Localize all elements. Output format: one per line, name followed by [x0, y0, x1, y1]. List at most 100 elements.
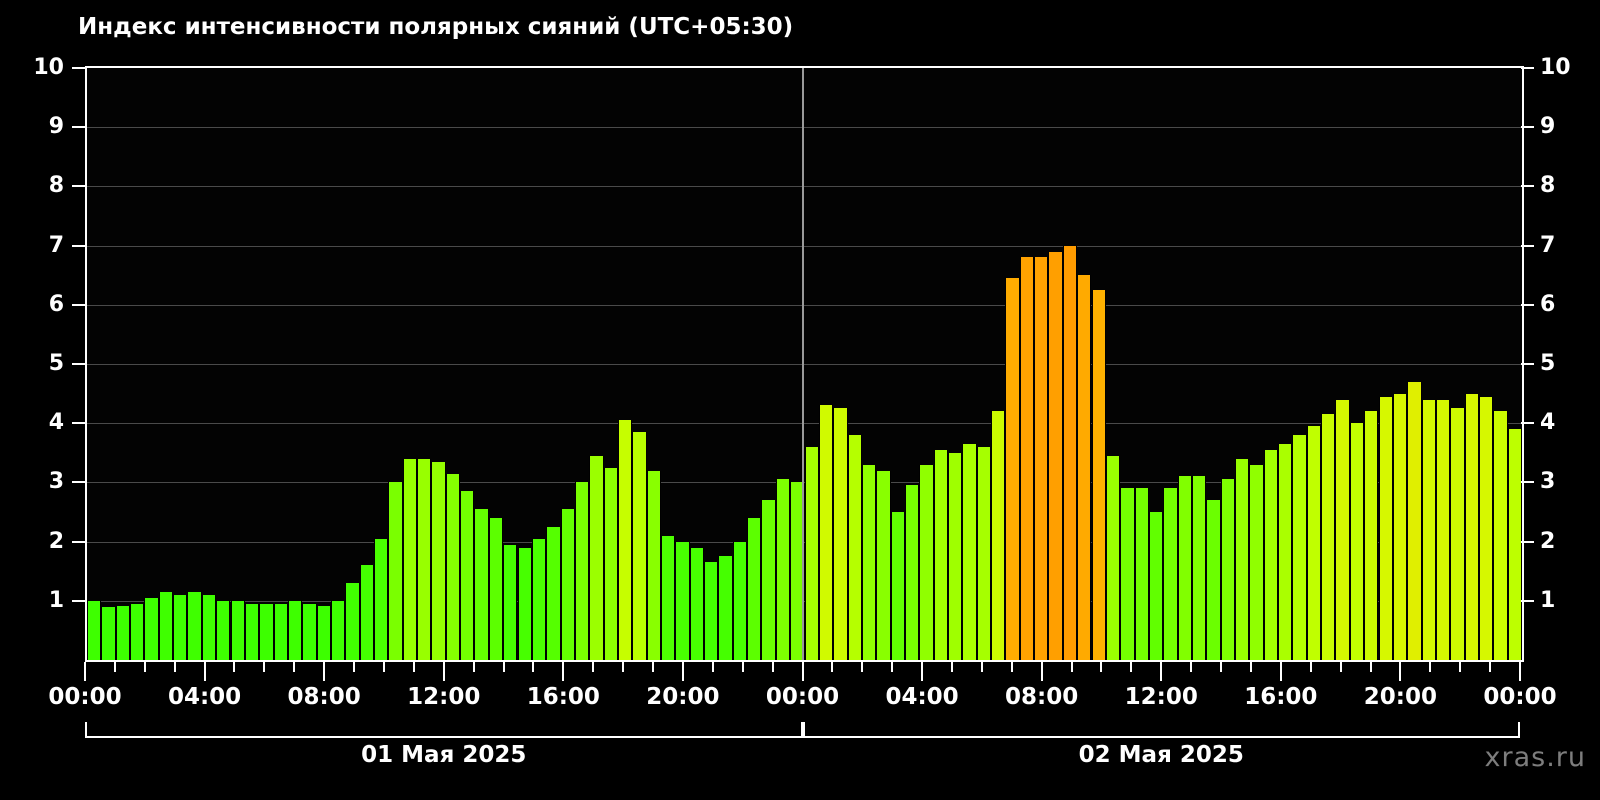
- x-axis-tick-minor: [1070, 662, 1073, 672]
- x-axis-tick-minor: [980, 662, 983, 672]
- bar: [431, 461, 446, 660]
- gridline-8: [87, 186, 1522, 188]
- x-axis-tick-major: [323, 662, 326, 681]
- bar: [704, 562, 719, 660]
- bar: [1450, 408, 1465, 660]
- plot-top-border: [85, 66, 1524, 68]
- x-axis-tick-minor: [472, 662, 475, 672]
- bar-series: [87, 68, 1522, 660]
- y-axis-tick-label-right-3: 3: [1540, 469, 1556, 495]
- bar: [1105, 455, 1121, 660]
- y-axis-tick-label-right-9: 9: [1540, 114, 1556, 140]
- gridline-6: [87, 304, 1522, 306]
- bar: [330, 600, 346, 660]
- y-axis-tick-mark-right: [1521, 67, 1534, 69]
- bar: [1364, 411, 1379, 660]
- bar: [445, 473, 461, 660]
- y-axis-tick-mark-right: [1521, 363, 1534, 365]
- bar: [1134, 488, 1149, 660]
- page-title: Индекс интенсивности полярных сияний (UT…: [78, 14, 794, 40]
- y-axis-tick-mark-left: [72, 481, 85, 484]
- x-axis-tick-minor: [771, 662, 774, 672]
- bar: [1407, 381, 1422, 660]
- x-axis-tick-minor: [1339, 662, 1342, 672]
- bar: [1062, 245, 1078, 660]
- bar: [1034, 257, 1049, 660]
- bar: [503, 544, 518, 660]
- bar: [1392, 393, 1408, 660]
- bar: [919, 464, 934, 660]
- x-axis-tick-major: [84, 662, 86, 681]
- x-axis-tick-major: [1040, 662, 1043, 681]
- y-axis-tick-mark-left: [72, 599, 85, 602]
- bar: [201, 594, 217, 660]
- x-axis-tick-minor: [1100, 662, 1103, 672]
- gridline-5: [87, 364, 1522, 365]
- y-axis-tick-label-right-8: 8: [1540, 173, 1556, 199]
- bar: [1349, 423, 1365, 660]
- x-axis-tick-minor: [831, 662, 834, 672]
- bar: [531, 538, 547, 660]
- y-axis-tick-mark-right: [1521, 126, 1534, 129]
- bar: [833, 408, 848, 660]
- x-axis-tick-minor: [1429, 662, 1432, 672]
- bar: [718, 556, 733, 660]
- x-axis-tick-minor: [532, 662, 535, 672]
- bar: [474, 509, 489, 660]
- date-label: 02 Мая 2025: [1078, 742, 1244, 768]
- bar: [1464, 393, 1479, 660]
- bar: [632, 432, 647, 660]
- bar: [1077, 275, 1092, 660]
- x-axis-tick-minor: [1369, 662, 1372, 672]
- x-axis-tick-minor: [1010, 662, 1013, 672]
- x-axis-tick-major: [801, 662, 804, 681]
- bar: [1005, 278, 1020, 660]
- gridline-4: [87, 423, 1522, 425]
- date-bracket: [802, 722, 1520, 738]
- bar: [775, 479, 791, 660]
- x-axis-tick-minor: [950, 662, 953, 672]
- bar: [287, 600, 303, 660]
- bar: [1292, 435, 1307, 660]
- bar: [1378, 396, 1393, 660]
- y-axis-tick-label-left-4: 4: [48, 410, 64, 436]
- bar: [560, 509, 575, 660]
- x-axis-tick-label: 20:00: [1363, 684, 1438, 710]
- x-axis-tick-major: [921, 662, 924, 681]
- bar: [1091, 290, 1106, 660]
- x-axis-tick-label: 08:00: [287, 684, 361, 710]
- y-axis-tick-mark-left: [72, 363, 85, 365]
- x-axis-tick-minor: [412, 662, 415, 672]
- bar: [158, 591, 174, 660]
- date-bracket: [85, 722, 803, 738]
- bar: [374, 538, 389, 660]
- x-axis-tick-minor: [1459, 662, 1462, 672]
- bar: [818, 405, 834, 660]
- x-axis-tick-minor: [1220, 662, 1223, 672]
- bar: [230, 600, 245, 660]
- y-axis-tick-mark-right: [1521, 185, 1534, 188]
- bar: [574, 482, 590, 660]
- bar: [345, 583, 360, 660]
- y-axis-tick-label-left-3: 3: [48, 469, 64, 495]
- x-axis-tick-minor: [173, 662, 176, 672]
- x-axis-tick-minor: [143, 662, 146, 672]
- x-axis-tick-label: 12:00: [407, 684, 481, 710]
- bar: [273, 603, 288, 660]
- bar: [1177, 476, 1192, 660]
- bar: [1048, 251, 1063, 660]
- x-axis-tick-label: 16:00: [526, 684, 600, 710]
- x-axis-tick-major: [1519, 662, 1521, 681]
- bar: [646, 470, 661, 660]
- y-axis-tick-mark-left: [72, 244, 85, 247]
- y-axis-tick-label-left-6: 6: [48, 291, 64, 317]
- bar: [130, 603, 145, 660]
- bar: [1191, 476, 1207, 660]
- y-axis-tick-label-left-9: 9: [48, 114, 64, 140]
- x-axis-tick-minor: [382, 662, 385, 672]
- bar: [173, 594, 188, 660]
- bar: [1435, 399, 1451, 660]
- x-axis-tick-minor: [711, 662, 714, 672]
- bar: [933, 449, 948, 660]
